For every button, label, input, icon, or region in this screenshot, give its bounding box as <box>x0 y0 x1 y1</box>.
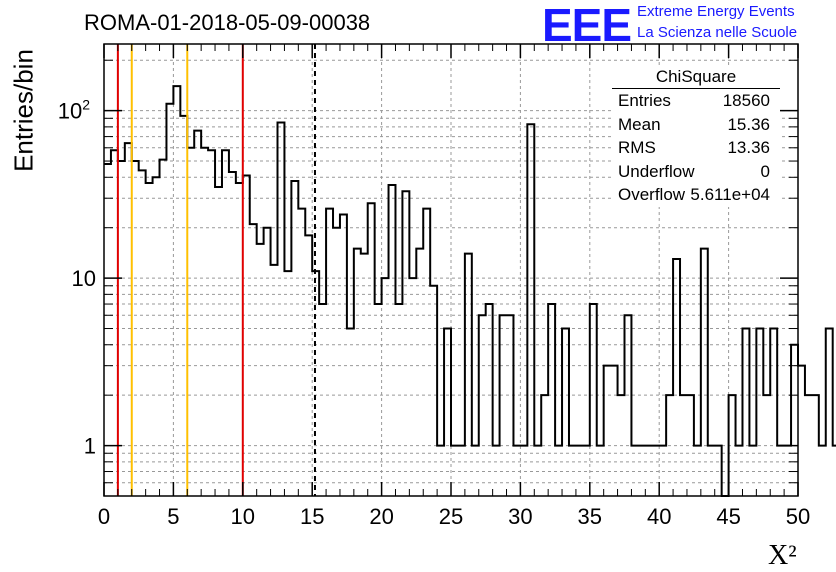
stats-row-overflow: Overflow 5.611e+04 <box>612 183 780 207</box>
x-axis-ticks: 0 5 10 15 20 25 30 35 40 45 50 <box>98 44 810 529</box>
stats-value: 18560 <box>722 91 770 110</box>
y-axis-label: Entries/bin <box>8 49 39 172</box>
stats-value: 13.36 <box>727 138 770 157</box>
stats-row-mean: Mean 15.36 <box>612 113 780 137</box>
stats-key: Entries <box>618 91 671 110</box>
stats-value: 15.36 <box>727 114 770 134</box>
stats-row-entries: Entries 18560 <box>612 89 780 113</box>
x-tick-label: 0 <box>98 504 110 529</box>
y-tick-label: 102 <box>58 97 90 124</box>
chart-title: ROMA-01-2018-05-09-00038 <box>84 10 371 35</box>
y-tick-exponent: 2 <box>82 97 90 113</box>
x-tick-label: 10 <box>231 504 255 529</box>
x-tick-label: 5 <box>167 504 179 529</box>
y-tick-label: 10 <box>72 266 96 291</box>
stats-key: Underflow <box>618 161 695 181</box>
x-tick-label: 35 <box>578 504 602 529</box>
stats-row-rms: RMS 13.36 <box>612 136 780 160</box>
y-tick-label: 1 <box>84 434 96 459</box>
stats-key: RMS <box>618 138 656 157</box>
logo-line-1: Extreme Energy Events <box>637 3 795 20</box>
stats-title: ChiSquare <box>612 66 780 89</box>
eee-logo: EEE <box>542 0 632 51</box>
stats-value: 0 <box>760 161 770 181</box>
stats-key: Overflow <box>618 185 686 204</box>
x-tick-label: 15 <box>300 504 324 529</box>
histogram-series <box>104 85 836 497</box>
x-axis-label: X² <box>768 540 797 571</box>
x-tick-label: 45 <box>716 504 740 529</box>
reference-lines <box>116 44 316 496</box>
stats-key: Mean <box>618 114 661 134</box>
x-tick-label: 30 <box>508 504 532 529</box>
x-tick-label: 50 <box>786 504 810 529</box>
stats-row-underflow: Underflow 0 <box>612 160 780 184</box>
stats-box: ChiSquare Entries 18560 Mean 15.36 RMS 1… <box>612 66 780 207</box>
x-tick-label: 20 <box>369 504 393 529</box>
stats-value: 5.611e+04 <box>690 185 770 204</box>
logo-line-2: La Scienza nelle Scuole <box>637 24 798 41</box>
x-tick-label: 25 <box>439 504 463 529</box>
x-tick-label: 40 <box>647 504 671 529</box>
